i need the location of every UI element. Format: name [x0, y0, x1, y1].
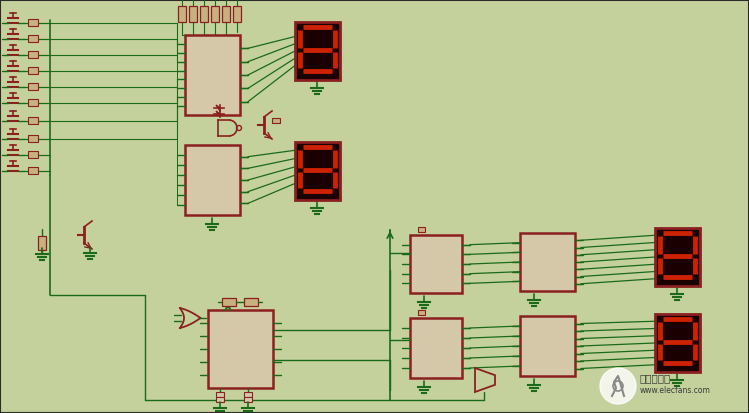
Bar	[189, 6, 197, 22]
Bar	[295, 22, 340, 80]
Polygon shape	[216, 111, 220, 117]
Bar	[222, 298, 236, 306]
Bar	[216, 397, 224, 402]
Bar	[28, 83, 38, 90]
Bar	[28, 67, 38, 74]
Bar	[244, 392, 252, 397]
Bar	[28, 117, 38, 124]
Bar	[418, 227, 425, 232]
Bar	[222, 6, 230, 22]
Text: 电子发烧友: 电子发烧友	[640, 373, 671, 383]
Bar	[200, 6, 208, 22]
Bar	[295, 142, 340, 200]
Bar	[28, 167, 38, 174]
Bar	[244, 298, 258, 306]
Bar	[410, 318, 462, 378]
Text: www.elecfans.com: www.elecfans.com	[640, 386, 711, 395]
Polygon shape	[216, 105, 220, 111]
Bar	[418, 310, 425, 315]
Bar	[655, 314, 700, 372]
Bar	[244, 397, 252, 402]
Bar	[233, 6, 241, 22]
Bar	[185, 145, 240, 215]
Bar	[38, 236, 46, 250]
Bar	[410, 235, 462, 293]
Bar	[655, 228, 700, 286]
Bar	[28, 135, 38, 142]
Bar	[520, 316, 575, 376]
Bar	[185, 35, 240, 115]
Bar	[208, 310, 273, 388]
Bar	[28, 51, 38, 58]
Bar	[28, 99, 38, 106]
Bar	[28, 19, 38, 26]
Bar	[28, 35, 38, 42]
Bar	[178, 6, 186, 22]
Bar	[272, 118, 280, 123]
Bar	[216, 392, 224, 397]
Bar	[520, 233, 575, 291]
Bar	[211, 6, 219, 22]
Bar	[28, 151, 38, 158]
Circle shape	[600, 368, 636, 404]
